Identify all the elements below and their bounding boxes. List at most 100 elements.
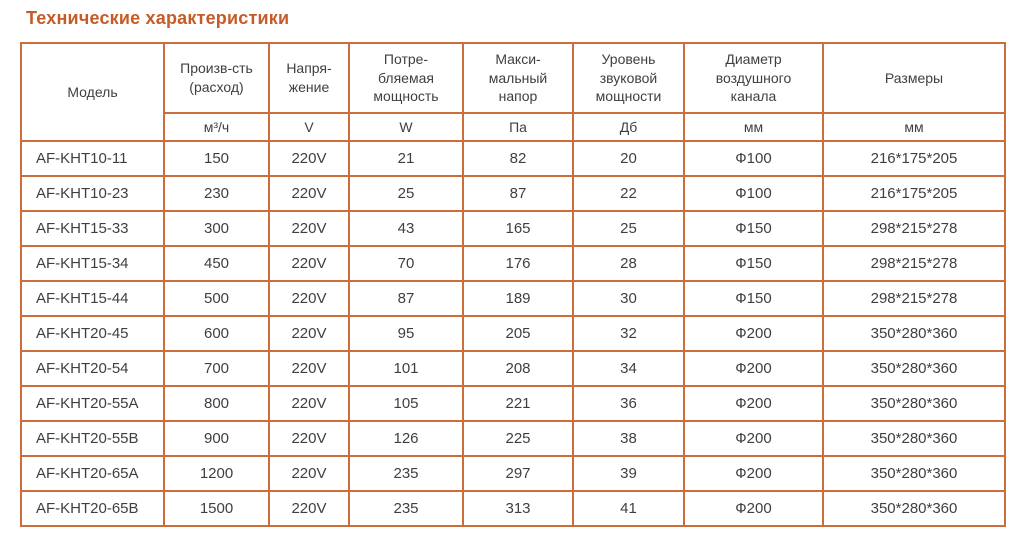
table-row: AF-KHT20-65B 1500 220V 235 313 41 Ф200 350*280*… [20, 490, 1006, 527]
value-cell: 165 [462, 210, 574, 247]
page: Технические характеристики Модель Произв… [20, 8, 1006, 527]
model-cell: AF-KHT20-55B [20, 420, 165, 457]
value-cell: 235 [348, 455, 464, 492]
value-cell: 500 [163, 280, 270, 317]
value-cell: 1200 [163, 455, 270, 492]
value-cell: 297 [462, 455, 574, 492]
value-cell: 600 [163, 315, 270, 352]
value-cell: 216*175*205 [822, 175, 1006, 212]
col-header-max-pressure: Макси- мальный напор [462, 42, 574, 114]
model-cell: AF-KHT10-23 [20, 175, 165, 212]
col-header-capacity: Произв-сть (расход) [163, 42, 270, 114]
value-cell: 39 [572, 455, 685, 492]
col-header-voltage: Напря- жение [268, 42, 350, 114]
value-cell: 21 [348, 140, 464, 177]
model-cell: AF-KHT20-54 [20, 350, 165, 387]
value-cell: 176 [462, 245, 574, 282]
model-cell: AF-KHT20-65B [20, 490, 165, 527]
model-cell: AF-KHT20-65A [20, 455, 165, 492]
value-cell: 189 [462, 280, 574, 317]
unit-power-consumption: W [348, 112, 464, 142]
table-row: AF-KHT20-55B 900 220V 126 225 38 Ф200 350*280*3… [20, 420, 1006, 457]
value-cell: 220V [268, 490, 350, 527]
value-cell: 225 [462, 420, 574, 457]
value-cell: 350*280*360 [822, 350, 1006, 387]
value-cell: 220V [268, 420, 350, 457]
value-cell: 38 [572, 420, 685, 457]
value-cell: 87 [462, 175, 574, 212]
col-header-dimensions: Размеры [822, 42, 1006, 114]
table-row: AF-KHT20-54 700 220V 101 208 34 Ф200 350*280*36… [20, 350, 1006, 387]
value-cell: 350*280*360 [822, 385, 1006, 422]
value-cell: 1500 [163, 490, 270, 527]
value-cell: 22 [572, 175, 685, 212]
unit-sound-level: Дб [572, 112, 685, 142]
table-row: AF-KHT10-23 230 220V 25 87 22 Ф100 216*175*205 [20, 175, 1006, 212]
value-cell: 36 [572, 385, 685, 422]
table-row: AF-KHT15-44 500 220V 87 189 30 Ф150 298*215*278 [20, 280, 1006, 317]
value-cell: 28 [572, 245, 685, 282]
value-cell: 220V [268, 385, 350, 422]
value-cell: 82 [462, 140, 574, 177]
value-cell: Ф100 [683, 175, 824, 212]
table-row: AF-KHT15-33 300 220V 43 165 25 Ф150 298*215*278 [20, 210, 1006, 247]
unit-duct-diameter: мм [683, 112, 824, 142]
table-row: AF-KHT10-11 150 220V 21 82 20 Ф100 216*175*205 [20, 140, 1006, 177]
value-cell: 95 [348, 315, 464, 352]
value-cell: 313 [462, 490, 574, 527]
value-cell: 298*215*278 [822, 245, 1006, 282]
value-cell: 25 [572, 210, 685, 247]
col-header-power-consumption: Потре- бляемая мощность [348, 42, 464, 114]
value-cell: 298*215*278 [822, 280, 1006, 317]
value-cell: 450 [163, 245, 270, 282]
value-cell: 208 [462, 350, 574, 387]
value-cell: 87 [348, 280, 464, 317]
value-cell: 43 [348, 210, 464, 247]
unit-voltage: V [268, 112, 350, 142]
unit-max-pressure: Па [462, 112, 574, 142]
value-cell: 70 [348, 245, 464, 282]
value-cell: 350*280*360 [822, 315, 1006, 352]
value-cell: Ф150 [683, 280, 824, 317]
model-cell: AF-KHT20-45 [20, 315, 165, 352]
value-cell: 220V [268, 315, 350, 352]
specs-table: Модель Произв-сть (расход) Напря- жение … [20, 42, 1006, 527]
model-cell: AF-KHT15-44 [20, 280, 165, 317]
value-cell: Ф100 [683, 140, 824, 177]
value-cell: 220V [268, 210, 350, 247]
value-cell: 34 [572, 350, 685, 387]
model-cell: AF-KHT10-11 [20, 140, 165, 177]
value-cell: 298*215*278 [822, 210, 1006, 247]
table-row: AF-KHT20-55A 800 220V 105 221 36 Ф200 350*280*3… [20, 385, 1006, 422]
unit-capacity: м³/ч [163, 112, 270, 142]
header-unit-row: м³/ч V W Па Дб мм мм [21, 112, 1006, 142]
value-cell: Ф200 [683, 385, 824, 422]
header-label-row: Модель Произв-сть (расход) Напря- жение … [20, 42, 1006, 142]
value-cell: 220V [268, 140, 350, 177]
col-header-duct-diameter: Диаметр воздушного канала [683, 42, 824, 114]
table-row: AF-KHT20-45 600 220V 95 205 32 Ф200 350*280*360 [20, 315, 1006, 352]
value-cell: 205 [462, 315, 574, 352]
value-cell: 25 [348, 175, 464, 212]
model-cell: AF-KHT20-55A [20, 385, 165, 422]
value-cell: 350*280*360 [822, 420, 1006, 457]
value-cell: Ф200 [683, 455, 824, 492]
value-cell: 900 [163, 420, 270, 457]
value-cell: 150 [163, 140, 270, 177]
unit-dimensions: мм [822, 112, 1006, 142]
value-cell: 220V [268, 455, 350, 492]
value-cell: 220V [268, 280, 350, 317]
value-cell: Ф150 [683, 210, 824, 247]
value-cell: Ф200 [683, 350, 824, 387]
value-cell: 700 [163, 350, 270, 387]
value-cell: 221 [462, 385, 574, 422]
value-cell: 350*280*360 [822, 490, 1006, 527]
value-cell: 220V [268, 245, 350, 282]
value-cell: Ф150 [683, 245, 824, 282]
value-cell: 101 [348, 350, 464, 387]
value-cell: 30 [572, 280, 685, 317]
value-cell: 350*280*360 [822, 455, 1006, 492]
model-cell: AF-KHT15-34 [20, 245, 165, 282]
col-header-model: Модель [20, 42, 165, 142]
value-cell: 300 [163, 210, 270, 247]
